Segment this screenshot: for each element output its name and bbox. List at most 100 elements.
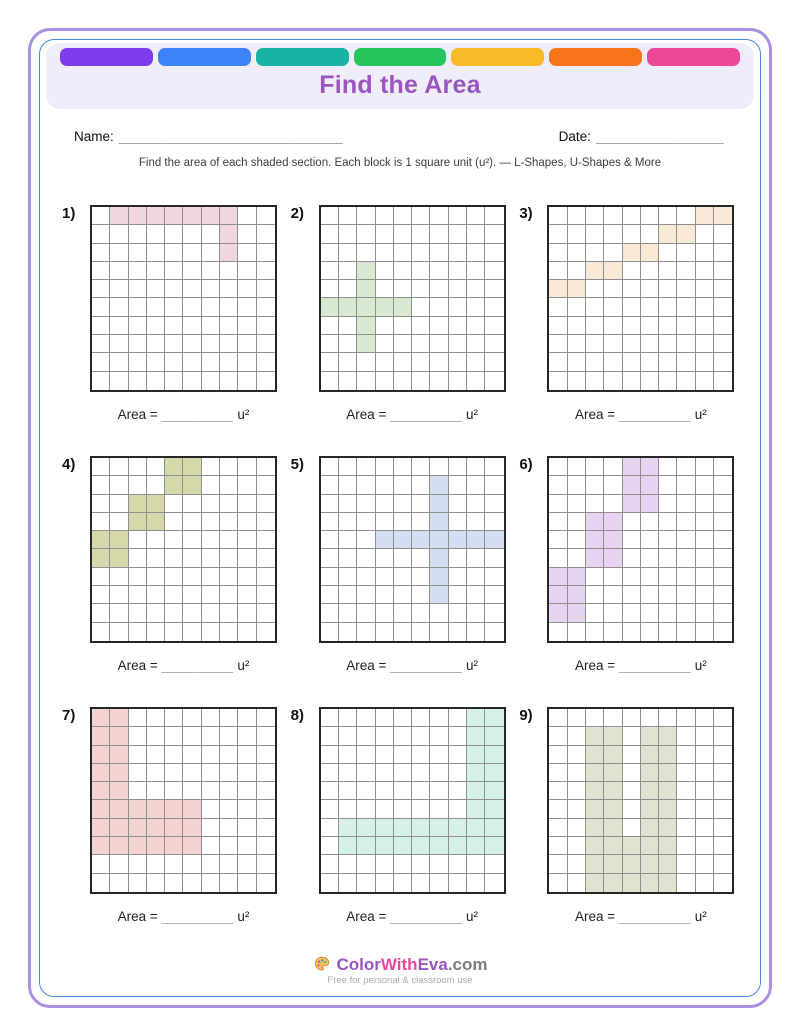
grid-cell bbox=[256, 586, 275, 605]
grid-cell bbox=[585, 207, 605, 226]
grid-cell bbox=[183, 531, 202, 550]
grid-cell bbox=[449, 873, 468, 892]
area-grid bbox=[547, 456, 735, 643]
grid-cell bbox=[393, 549, 413, 568]
grid-cell bbox=[238, 531, 257, 550]
grid-cell bbox=[128, 316, 147, 336]
grid-cell bbox=[110, 586, 129, 605]
area-answer-blank[interactable]: _________ bbox=[161, 658, 234, 673]
area-answer-blank[interactable]: _________ bbox=[618, 658, 691, 673]
shaded-cell bbox=[549, 604, 568, 623]
brand-name-part: Eva bbox=[417, 954, 448, 974]
shaded-cell bbox=[659, 837, 678, 856]
shaded-cell bbox=[412, 837, 431, 856]
grid-cell bbox=[146, 604, 166, 623]
grid-cell bbox=[393, 800, 413, 819]
grid-cell bbox=[549, 371, 568, 390]
area-answer-blank[interactable]: _________ bbox=[390, 658, 463, 673]
grid-cell bbox=[485, 317, 504, 336]
date-blank-line[interactable]: ________________ bbox=[595, 129, 724, 144]
shaded-cell bbox=[183, 476, 202, 495]
grid-cell bbox=[485, 207, 504, 226]
grid-cell bbox=[640, 604, 660, 623]
grid-cell bbox=[695, 763, 715, 783]
grid-cell bbox=[695, 316, 715, 336]
grid-cell bbox=[659, 280, 678, 299]
shaded-cell bbox=[485, 763, 504, 783]
grid-cell bbox=[92, 298, 111, 317]
grid-cell bbox=[238, 207, 257, 226]
grid-cell bbox=[201, 709, 221, 728]
grid-cell bbox=[92, 873, 111, 892]
grid-cell bbox=[430, 261, 449, 281]
grid-cell bbox=[467, 458, 486, 477]
grid-cell bbox=[448, 604, 468, 623]
grid-cell bbox=[201, 243, 221, 262]
area-answer-line: Area = _________ u² bbox=[90, 909, 277, 924]
grid-cell bbox=[677, 782, 696, 801]
grid-cell bbox=[549, 261, 568, 281]
area-answer-blank[interactable]: _________ bbox=[618, 407, 691, 422]
grid-cell bbox=[677, 837, 696, 856]
grid-cell bbox=[338, 353, 358, 372]
grid-cell bbox=[677, 243, 696, 262]
grid-cell bbox=[714, 709, 733, 728]
shaded-cell bbox=[604, 261, 623, 281]
area-answer-blank[interactable]: _________ bbox=[161, 909, 234, 924]
grid-cell bbox=[677, 855, 696, 874]
grid-cell bbox=[338, 604, 358, 623]
grid-cell bbox=[256, 782, 275, 801]
grid-cell bbox=[430, 782, 449, 801]
grid-cell bbox=[238, 353, 257, 372]
shaded-cell bbox=[357, 298, 376, 317]
grid-cell bbox=[604, 353, 623, 372]
shaded-cell bbox=[640, 458, 660, 477]
grid-cell bbox=[256, 549, 275, 568]
grid-cell bbox=[659, 531, 678, 550]
grid-cell bbox=[320, 855, 339, 874]
grid-cell bbox=[110, 225, 129, 244]
grid-cell bbox=[659, 207, 678, 226]
grid-cell bbox=[430, 604, 449, 623]
area-answer-blank[interactable]: _________ bbox=[390, 407, 463, 422]
area-answer-blank[interactable]: _________ bbox=[390, 909, 463, 924]
grid-cell bbox=[375, 549, 394, 568]
shaded-cell bbox=[430, 818, 449, 838]
grid-cell bbox=[586, 622, 605, 641]
grid-cell bbox=[622, 586, 641, 605]
grid-cell bbox=[110, 316, 129, 336]
grid-cell bbox=[430, 225, 449, 244]
grid-cell bbox=[338, 335, 358, 354]
shaded-cell bbox=[128, 207, 147, 226]
grid-cell bbox=[128, 458, 147, 477]
brand-row: ColorWithEva.com bbox=[40, 955, 760, 973]
area-answer-blank[interactable]: _________ bbox=[161, 407, 234, 422]
area-answer-blank[interactable]: _________ bbox=[618, 909, 691, 924]
problem: 3) Area = _________ u² bbox=[519, 205, 748, 422]
grid-cell bbox=[220, 549, 239, 568]
area-label: Area = bbox=[117, 658, 158, 673]
brand-name[interactable]: ColorWithEva.com bbox=[337, 956, 488, 973]
grid-cell bbox=[641, 622, 660, 641]
page-title: Find the Area bbox=[319, 71, 481, 99]
shaded-cell bbox=[659, 855, 678, 874]
area-answer-line: Area = _________ u² bbox=[319, 407, 506, 422]
grid-cell bbox=[220, 604, 239, 623]
shaded-cell bbox=[659, 818, 678, 838]
brand-name-part: .com bbox=[447, 954, 488, 974]
grid-cell bbox=[357, 763, 376, 783]
shaded-cell bbox=[604, 512, 623, 532]
shaded-cell bbox=[659, 727, 678, 746]
grid-cell bbox=[714, 531, 733, 550]
name-blank-line[interactable]: ____________________________ bbox=[118, 129, 343, 144]
grid-cell bbox=[568, 873, 586, 892]
area-answer-line: Area = _________ u² bbox=[90, 407, 277, 422]
grid-cell bbox=[238, 458, 257, 477]
grid-cell bbox=[448, 512, 468, 532]
grid-cell bbox=[677, 316, 696, 336]
grid-cell bbox=[238, 261, 257, 281]
grid-cell bbox=[430, 709, 449, 728]
shaded-cell bbox=[485, 745, 504, 764]
grid-cell bbox=[659, 512, 678, 532]
grid-cell bbox=[183, 709, 202, 728]
